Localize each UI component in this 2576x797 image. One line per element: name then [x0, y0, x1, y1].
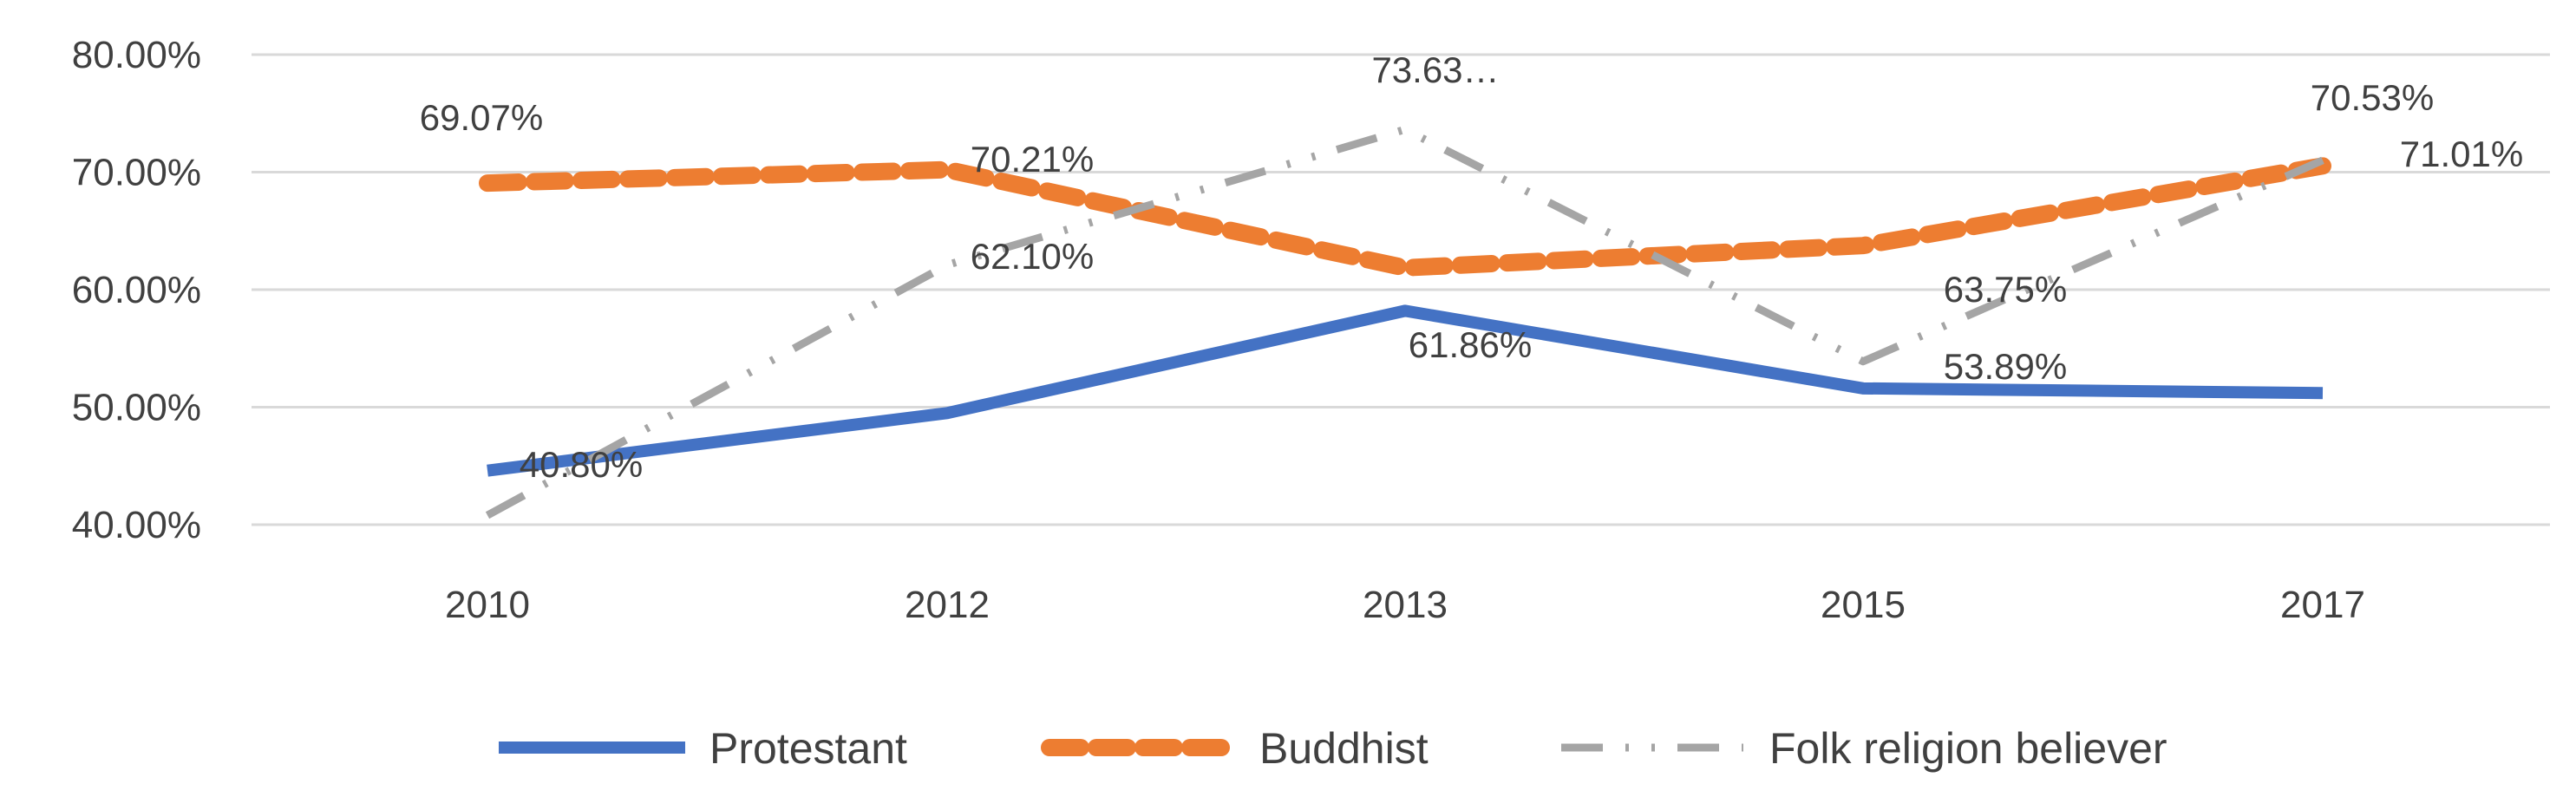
data-label: 62.10% [971, 236, 1094, 277]
data-label: 63.75% [1944, 269, 2067, 310]
y-tick-label: 40.00% [72, 504, 201, 546]
y-tick-label: 70.00% [72, 152, 201, 194]
legend-label: Folk religion believer [1769, 724, 2167, 773]
x-tick-label: 2013 [1363, 584, 1448, 626]
data-label: 61.86% [1409, 324, 1532, 365]
y-tick-label: 60.00% [72, 269, 201, 311]
data-labels: 69.07% 70.21% 61.86% 63.75% 70.53% 40.80% 62.1… [420, 49, 2523, 485]
data-label: 71.01% [2400, 134, 2523, 174]
legend: Protestant Buddhist Folk religion believer [499, 724, 2167, 773]
x-tick-label: 2017 [2280, 584, 2365, 626]
x-tick-label: 2015 [1821, 584, 1906, 626]
data-label: 53.89% [1944, 346, 2067, 387]
series-line-protestant [487, 304, 2324, 477]
data-label: 70.21% [971, 139, 1094, 180]
y-tick-label: 50.00% [72, 387, 201, 429]
x-axis: 2010 2012 2013 2015 2017 [445, 584, 2365, 626]
data-label: 73.63… [1371, 49, 1499, 90]
data-label: 40.80% [520, 444, 643, 485]
legend-label: Buddhist [1259, 724, 1429, 773]
data-label: 69.07% [420, 97, 543, 138]
series-line-buddhist [479, 157, 2331, 277]
series-lines [479, 125, 2331, 519]
legend-label: Protestant [709, 724, 907, 773]
data-label: 70.53% [2311, 77, 2434, 118]
y-tick-label: 80.00% [72, 34, 201, 76]
x-tick-label: 2012 [905, 584, 990, 626]
y-axis: 40.00% 50.00% 60.00% 70.00% 80.00% [72, 34, 201, 546]
x-tick-label: 2010 [445, 584, 530, 626]
series-line-folk-religion-believer [485, 125, 2324, 519]
